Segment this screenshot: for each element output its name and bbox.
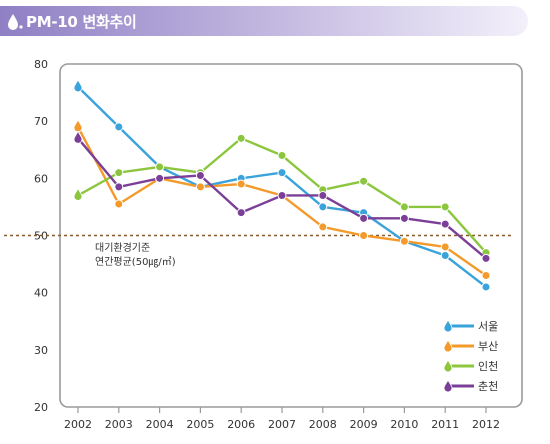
x-tick-label: 2011 bbox=[431, 418, 459, 431]
x-tick-label: 2009 bbox=[350, 418, 378, 431]
data-point-chuncheon bbox=[195, 170, 205, 180]
legend-label-seoul: 서울 bbox=[478, 320, 498, 333]
y-tick-label: 40 bbox=[34, 287, 48, 300]
series-start-drop-busan bbox=[73, 118, 83, 133]
legend-drop-chuncheon bbox=[443, 379, 453, 393]
data-point-busan bbox=[440, 242, 450, 252]
x-tick-label: 2007 bbox=[268, 418, 296, 431]
legend-label-chuncheon: 춘천 bbox=[478, 379, 498, 393]
chart-header-bar: PM-10 변화추이 bbox=[0, 6, 528, 36]
x-tick-label: 2004 bbox=[146, 418, 174, 431]
data-point-chuncheon bbox=[399, 213, 409, 223]
y-tick-label: 80 bbox=[34, 58, 48, 71]
chart-title: PM-10 변화추이 bbox=[26, 13, 137, 31]
y-tick-label: 20 bbox=[34, 401, 48, 414]
data-point-busan bbox=[359, 231, 369, 240]
x-tick-label: 2012 bbox=[472, 418, 500, 431]
data-point-chuncheon bbox=[236, 208, 246, 218]
data-point-busan bbox=[399, 236, 409, 246]
legend-drop-incheon bbox=[443, 359, 453, 373]
data-point-seoul bbox=[440, 251, 450, 261]
reference-label-line1: 대기환경기준 bbox=[95, 241, 150, 254]
x-tick-label: 2008 bbox=[309, 418, 337, 431]
data-point-incheon bbox=[114, 168, 124, 178]
data-point-chuncheon bbox=[481, 253, 491, 263]
data-point-chuncheon bbox=[114, 182, 124, 192]
data-point-chuncheon bbox=[318, 190, 328, 200]
data-point-incheon bbox=[277, 150, 287, 160]
series-start-drop-incheon bbox=[73, 187, 83, 201]
data-point-incheon bbox=[155, 162, 165, 172]
data-point-seoul bbox=[318, 202, 328, 212]
data-point-incheon bbox=[440, 202, 450, 212]
y-tick-label: 30 bbox=[34, 344, 48, 357]
data-point-busan bbox=[195, 182, 205, 192]
x-tick-label: 2002 bbox=[64, 418, 92, 431]
data-point-busan bbox=[318, 222, 328, 232]
data-point-seoul bbox=[114, 122, 124, 132]
data-point-chuncheon bbox=[440, 219, 450, 229]
data-point-incheon bbox=[236, 133, 246, 143]
legend-drop-busan bbox=[443, 339, 453, 353]
legend-drop-seoul bbox=[443, 319, 453, 333]
data-point-chuncheon bbox=[155, 173, 165, 183]
y-tick-label: 70 bbox=[34, 115, 48, 128]
legend-label-incheon: 인천 bbox=[478, 359, 498, 373]
y-tick-label: 60 bbox=[34, 172, 48, 185]
header-background bbox=[0, 6, 528, 36]
data-point-incheon bbox=[399, 202, 409, 212]
data-point-busan bbox=[114, 199, 124, 209]
water-drop-dot-icon bbox=[19, 25, 23, 29]
water-drop-icon bbox=[8, 14, 18, 30]
data-point-seoul bbox=[277, 168, 287, 178]
x-tick-label: 2006 bbox=[227, 418, 255, 431]
x-tick-label: 2005 bbox=[186, 418, 214, 431]
x-tick-label: 2010 bbox=[390, 418, 418, 431]
legend-label-busan: 부산 bbox=[478, 340, 498, 353]
x-tick-label: 2003 bbox=[105, 418, 133, 431]
data-point-chuncheon bbox=[277, 190, 287, 200]
reference-label-line2: 연간평균(50㎍/㎥) bbox=[95, 255, 176, 268]
data-point-busan bbox=[236, 179, 246, 189]
data-point-chuncheon bbox=[359, 213, 369, 223]
data-point-busan bbox=[481, 271, 491, 281]
data-point-seoul bbox=[481, 282, 491, 292]
series-start-drop-chuncheon bbox=[73, 130, 83, 144]
plot-frame bbox=[59, 63, 523, 408]
series-start-drop-seoul bbox=[73, 78, 83, 93]
data-point-incheon bbox=[359, 176, 369, 186]
